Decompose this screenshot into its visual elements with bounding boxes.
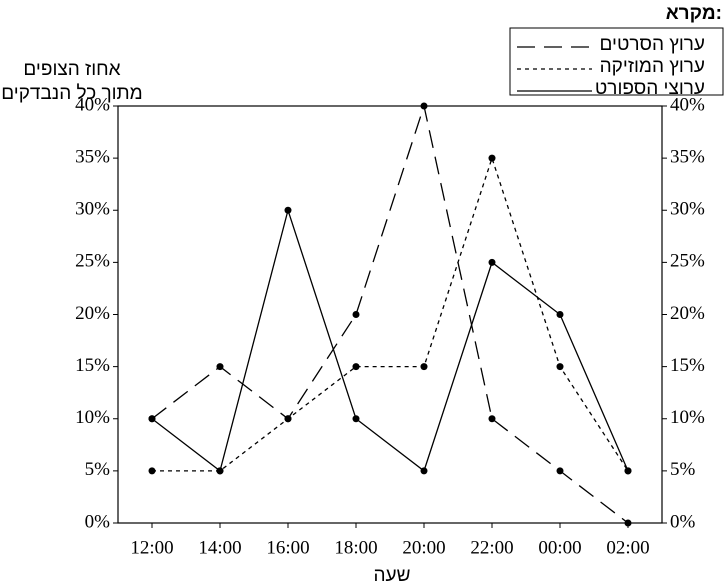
x-tick-label: 22:00 bbox=[470, 537, 513, 558]
data-point bbox=[148, 467, 156, 475]
data-point bbox=[216, 363, 224, 371]
series-line bbox=[151, 103, 629, 524]
y-tick-label: 25% bbox=[75, 251, 110, 272]
x-tick-label: 12:00 bbox=[130, 537, 173, 558]
x-tick-label: 14:00 bbox=[198, 537, 241, 558]
plot-frame bbox=[117, 105, 663, 524]
y-tick-label: 35% bbox=[75, 146, 110, 167]
data-point bbox=[352, 311, 360, 318]
data-point bbox=[284, 415, 292, 423]
data-point bbox=[420, 102, 428, 110]
y2-tick-label: 10% bbox=[670, 407, 705, 428]
x-axis-label: שעה bbox=[374, 565, 411, 586]
data-point bbox=[352, 415, 360, 423]
y-axis-label: מתוך כל הנבדקים bbox=[1, 83, 142, 104]
data-point bbox=[352, 363, 360, 371]
y-axis-label: אחוז הצופים bbox=[23, 59, 120, 80]
data-point bbox=[624, 519, 632, 527]
series-line bbox=[152, 156, 629, 472]
data-point bbox=[488, 415, 496, 423]
legend-label: ערוצי הספורט bbox=[595, 78, 705, 99]
data-point bbox=[556, 311, 564, 318]
y-tick-label: 20% bbox=[75, 303, 110, 324]
y-tick-label: 10% bbox=[75, 407, 110, 428]
x-tick-label: 16:00 bbox=[266, 537, 309, 558]
data-point bbox=[216, 467, 224, 475]
y2-tick-label: 15% bbox=[670, 355, 705, 376]
data-point bbox=[420, 467, 428, 475]
y2-tick-label: 20% bbox=[670, 303, 705, 324]
y2-tick-label: 0% bbox=[670, 511, 696, 532]
data-point bbox=[488, 258, 496, 266]
data-point bbox=[488, 154, 496, 162]
data-point bbox=[148, 415, 156, 423]
data-point bbox=[624, 467, 632, 475]
legend-box bbox=[509, 27, 724, 96]
data-point bbox=[284, 206, 292, 214]
data-point bbox=[420, 363, 428, 371]
x-tick-label: 20:00 bbox=[402, 537, 445, 558]
x-tick-label: 18:00 bbox=[334, 537, 377, 558]
y2-tick-label: 30% bbox=[670, 199, 705, 220]
y2-tick-label: 5% bbox=[670, 459, 696, 480]
data-point bbox=[556, 363, 564, 371]
data-point bbox=[556, 467, 564, 475]
y2-tick-label: 35% bbox=[670, 146, 705, 167]
y2-tick-label: 25% bbox=[670, 251, 705, 272]
x-tick-label: 00:00 bbox=[538, 537, 581, 558]
y-tick-label: 5% bbox=[85, 459, 111, 480]
y-tick-label: 15% bbox=[75, 355, 110, 376]
y2-tick-label: 40% bbox=[670, 94, 705, 115]
legend-label: ערוץ הסרטים bbox=[600, 34, 706, 55]
y-tick-label: 30% bbox=[75, 199, 110, 220]
y-tick-label: 0% bbox=[85, 511, 111, 532]
legend-label: ערוץ המוזיקה bbox=[600, 56, 705, 77]
legend-title: מקרא: bbox=[666, 3, 722, 24]
series-line bbox=[151, 207, 629, 472]
x-tick-label: 02:00 bbox=[606, 537, 649, 558]
y-tick-label: 40% bbox=[75, 94, 110, 115]
